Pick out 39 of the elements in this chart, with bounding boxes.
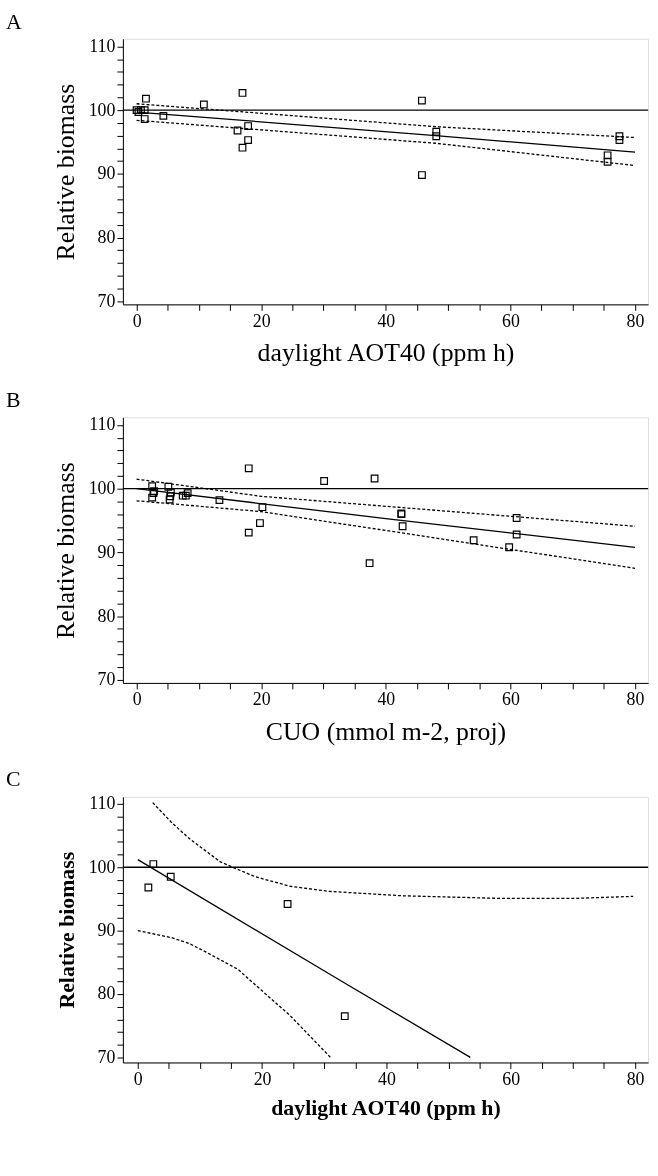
y-tick-label: 90 [97, 920, 116, 941]
chart-title: B [5, 388, 21, 413]
y-tick-label: 110 [89, 35, 116, 56]
y-axis-title: Relative biomass [50, 83, 80, 261]
x-tick-label: 60 [502, 1068, 521, 1089]
y-tick-label: 70 [97, 669, 116, 690]
x-tick-label: 40 [377, 310, 396, 331]
x-tick-label: 0 [133, 1068, 143, 1089]
y-tick-label: 90 [97, 163, 116, 184]
x-tick-label: 20 [253, 1068, 272, 1089]
chart-title: C [5, 767, 21, 792]
x-tick-label: 20 [252, 310, 271, 331]
y-tick-label: 70 [97, 290, 116, 311]
y-tick-label: 100 [88, 99, 116, 120]
x-tick-label: 80 [626, 689, 645, 710]
x-axis-title: CUO (mmol m-2, proj) [265, 716, 507, 746]
x-axis-title: daylight AOT40 (ppm h) [271, 1096, 501, 1121]
y-tick-label: 70 [97, 1046, 116, 1067]
x-axis-title: daylight AOT40 (ppm h) [257, 338, 515, 368]
x-tick-label: 20 [252, 689, 271, 710]
x-tick-label: 60 [501, 689, 520, 710]
y-tick-label: 110 [89, 793, 116, 814]
x-tick-label: 0 [132, 689, 142, 710]
x-tick-label: 40 [378, 1068, 396, 1089]
x-tick-label: 0 [132, 310, 142, 331]
y-tick-label: 100 [88, 478, 116, 499]
x-tick-label: 60 [501, 310, 520, 331]
y-tick-label: 80 [97, 226, 116, 247]
x-tick-label: 80 [626, 1068, 645, 1089]
x-tick-label: 40 [377, 689, 396, 710]
chart-title: A [5, 9, 22, 34]
y-tick-label: 80 [97, 983, 116, 1004]
y-tick-label: 90 [97, 541, 116, 562]
x-tick-label: 80 [626, 310, 645, 331]
y-tick-label: 80 [97, 605, 116, 626]
y-tick-label: 110 [89, 414, 116, 435]
y-axis-title: Relative biomass [50, 462, 80, 639]
y-axis-title: Relative biomass [54, 851, 79, 1009]
y-tick-label: 100 [88, 856, 116, 877]
